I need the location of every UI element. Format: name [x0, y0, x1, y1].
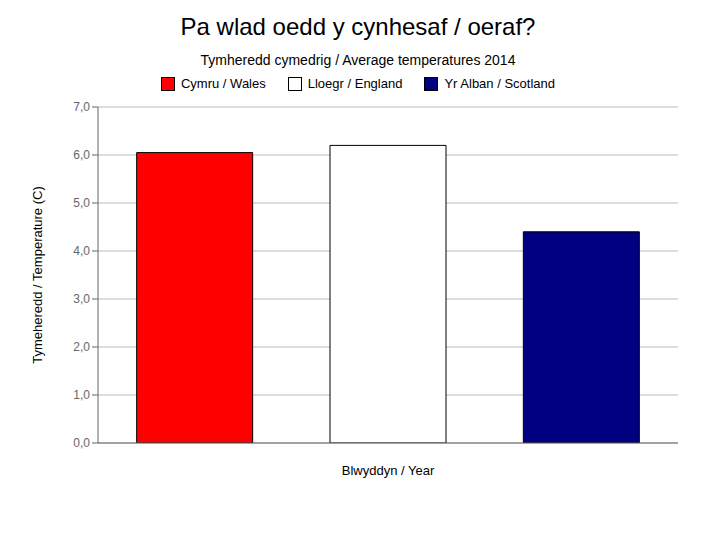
html-text:Pa wlad oedd y cynhesaf / oera: Pa wlad oedd y cynhesaf / oeraf?: [180, 13, 536, 40]
svg-text:Blwyddyn / Year: Blwyddyn / Year: [342, 463, 435, 478]
html-text:Tymheredd cymedrig / Average t: Tymheredd cymedrig / Average temperature…: [200, 52, 516, 68]
svg-text:4,0: 4,0: [73, 244, 90, 258]
svg-text:2,0: 2,0: [73, 340, 90, 354]
html-text:Yr Alban / Scotland: Yr Alban / Scotland: [444, 76, 555, 91]
html-text:Cymru / Wales: Cymru / Wales: [181, 76, 266, 91]
svg-text:0,0: 0,0: [73, 436, 90, 450]
svg-text:Tymeheredd / Temperature (C): Tymeheredd / Temperature (C): [30, 186, 45, 364]
svg-text:5,0: 5,0: [73, 196, 90, 210]
svg-text:3,0: 3,0: [73, 292, 90, 306]
svg-text:6,0: 6,0: [73, 148, 90, 162]
svg-text:1,0: 1,0: [73, 388, 90, 402]
html-text:Lloegr / England: Lloegr / England: [307, 76, 403, 91]
svg-text:7,0: 7,0: [73, 100, 90, 114]
